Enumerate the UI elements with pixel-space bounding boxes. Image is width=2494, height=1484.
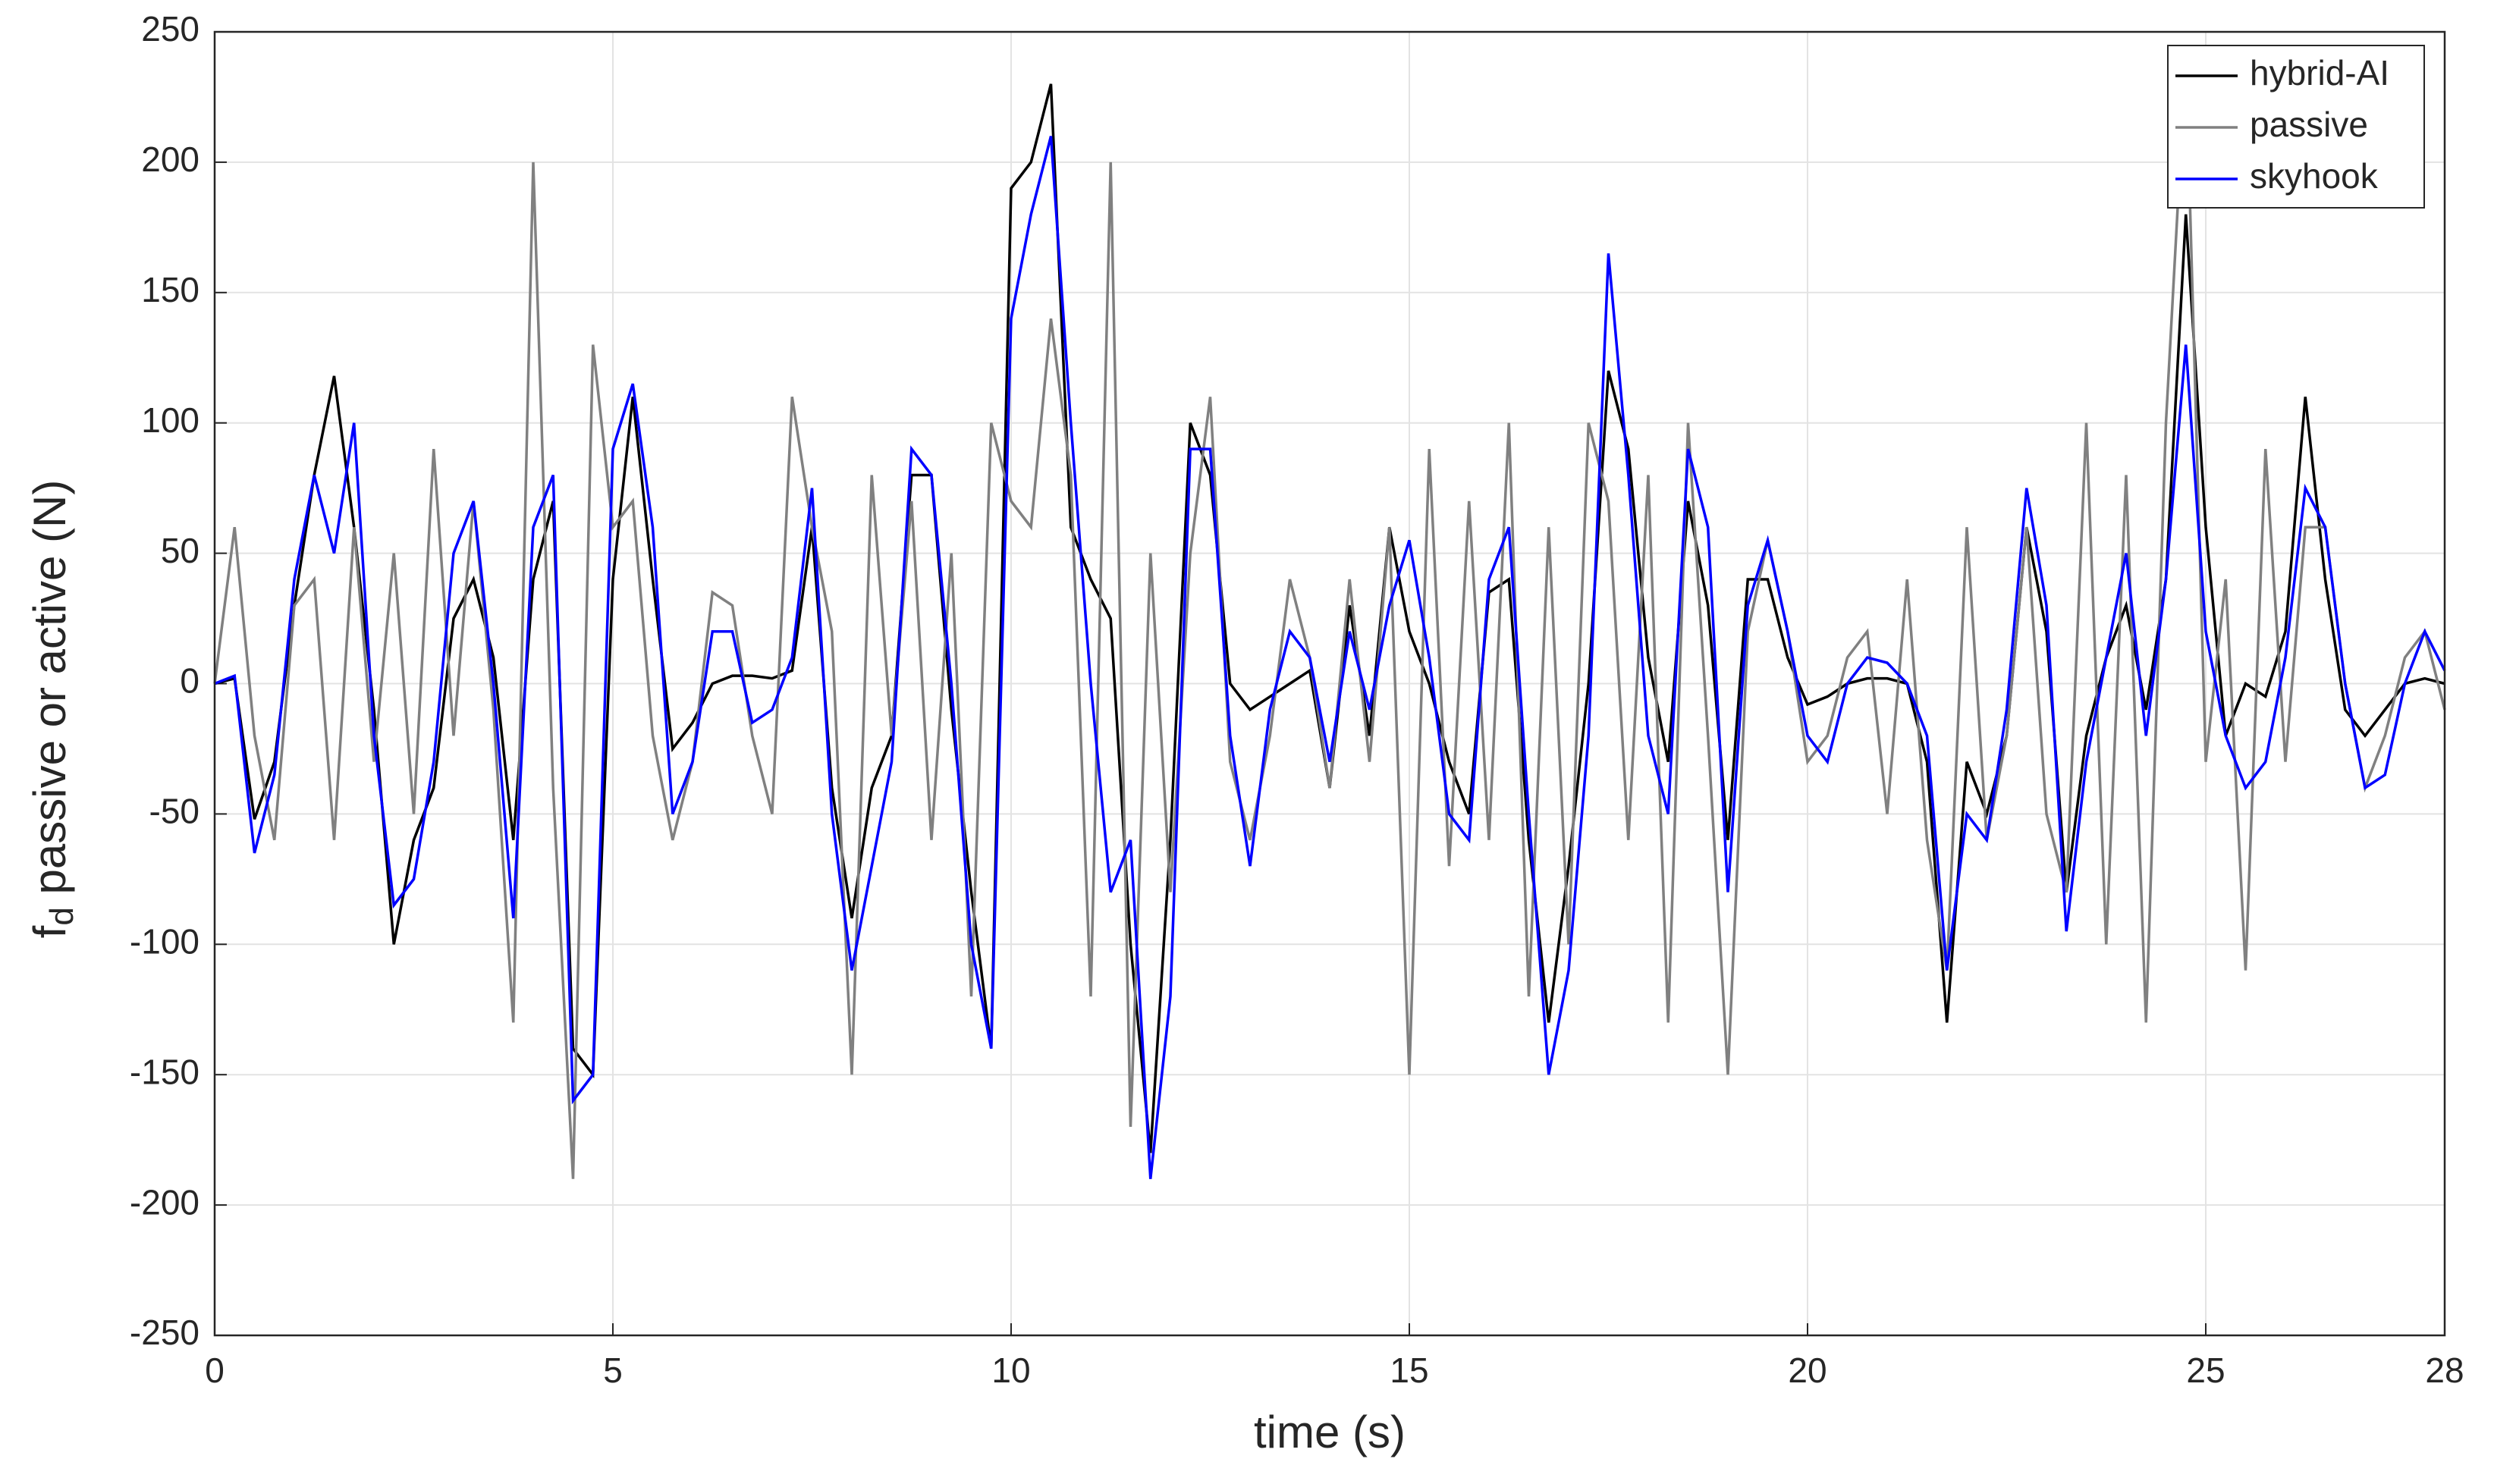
legend: hybrid-AI passive skyhook [2167,45,2425,209]
y-tick-label: 200 [141,140,199,179]
x-tick-label: 15 [1390,1351,1428,1390]
data-line [214,136,2446,1179]
y-tick-label: -200 [130,1182,199,1222]
legend-label: hybrid-AI [2250,53,2389,93]
y-tick-label: 150 [141,270,199,309]
y-axis-label: fd passive or active (N) [24,480,80,939]
y-tick-label: 0 [180,661,199,701]
plot-frame [213,30,2446,1337]
y-label-main: f [24,925,75,938]
data-line [214,83,2445,1153]
x-tick-label: 5 [603,1351,623,1390]
x-tick-label: 25 [2186,1351,2225,1390]
y-tick-label: -250 [130,1313,199,1352]
data-line [213,58,2446,1179]
y-tick-label: 250 [141,9,199,49]
x-tick-label: 28 [2425,1351,2464,1390]
y-tick-label: 100 [141,400,199,440]
y-tick-label: -50 [149,792,199,831]
y-tick-label: 50 [161,531,199,570]
legend-label: passive [2250,105,2368,144]
x-tick-label: 0 [205,1351,225,1390]
legend-label: skyhook [2250,156,2379,196]
y-tick-label: -150 [130,1052,199,1091]
x-axis-label: time (s) [1254,1407,1406,1457]
y-tick-label: -100 [130,921,199,961]
x-tick-label: 10 [991,1351,1030,1390]
y-label-rest: passive or active (N) [24,480,75,908]
x-tick-label: 20 [1788,1351,1827,1390]
y-label-subscript: d [43,907,80,925]
